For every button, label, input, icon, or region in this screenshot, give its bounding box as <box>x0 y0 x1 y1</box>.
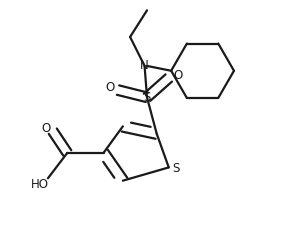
Text: O: O <box>106 81 115 94</box>
Text: O: O <box>173 69 183 82</box>
Text: S: S <box>172 162 179 175</box>
Text: HO: HO <box>31 178 49 191</box>
Text: O: O <box>41 122 50 135</box>
Text: S: S <box>143 91 151 104</box>
Text: N: N <box>140 60 149 72</box>
